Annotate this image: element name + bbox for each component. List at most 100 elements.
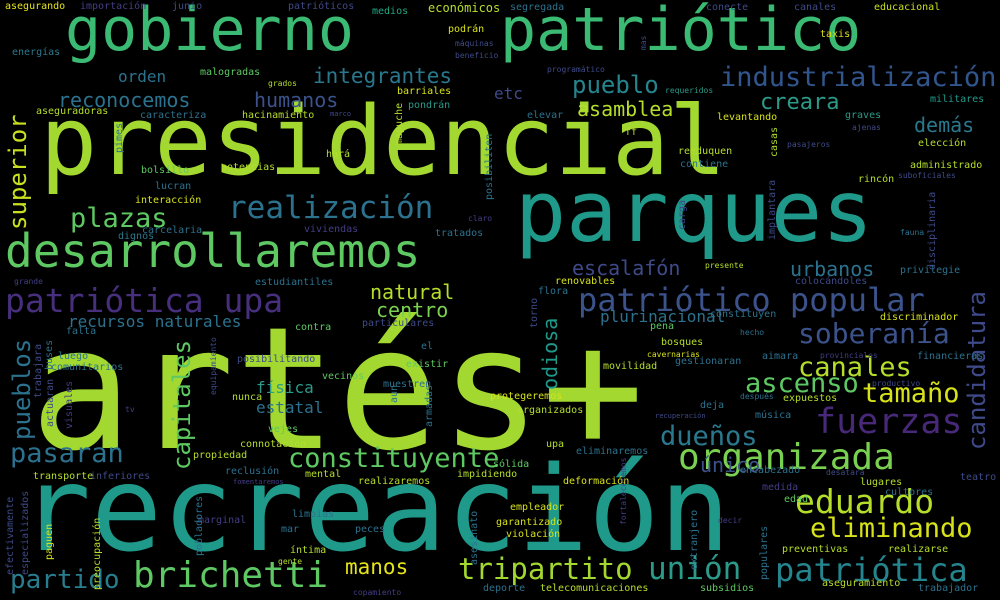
word-educacional: educacional <box>874 2 941 13</box>
word-etc: etc <box>494 84 523 103</box>
word-pimes: pimes <box>114 122 125 153</box>
word-pondran: pondrán <box>408 100 451 111</box>
word-manos: manos <box>345 555 409 579</box>
word-viviendas: viviendas <box>304 224 359 235</box>
word-odiosa: odiosa <box>538 317 562 390</box>
word-mar: mar <box>281 524 300 535</box>
word-organizada: organizada <box>678 437 895 478</box>
word-ff: ff <box>625 127 638 138</box>
word-actuaran: actuaran <box>45 378 56 427</box>
word-colocandoles: colocándoles <box>795 276 868 287</box>
word-visuales: visuales <box>64 380 75 429</box>
word-demas: demás <box>914 113 975 137</box>
word-paguen: paguen <box>44 523 55 560</box>
word-desatara: desatara <box>826 468 865 477</box>
word-graves: graves <box>845 110 882 121</box>
word-asamblea: asamblea <box>577 97 674 121</box>
word-patriotico: patriótico <box>500 0 862 65</box>
word-mapuche: mapuche <box>394 102 405 145</box>
word-asegurando: asegurando <box>5 1 66 12</box>
word-existir: existir <box>406 359 449 370</box>
word-decir: decir <box>718 516 743 525</box>
word-rincon: rincón <box>858 174 895 185</box>
word-deporte: deporte <box>483 583 526 594</box>
word-tripartito: tripartito <box>458 552 633 586</box>
word-recursos-naturales: recursos naturales <box>68 312 242 331</box>
word-levantando: levantando <box>717 112 778 123</box>
word-cultores: cultores <box>885 487 934 498</box>
word-ascenso: ascenso <box>745 368 859 399</box>
word-canales: canales <box>794 2 837 13</box>
word-trabajara: trabajara <box>33 343 44 398</box>
word-pena: pena <box>650 321 675 332</box>
word-copamiento: copamiento <box>353 588 402 597</box>
word-grados: grados <box>268 79 297 88</box>
word-musica: música <box>755 410 792 421</box>
word-gente: gente <box>278 557 303 566</box>
word-limpias: limpias <box>292 509 335 520</box>
word-interaccion: interacción <box>135 195 202 206</box>
word-torno: torno <box>529 297 540 328</box>
word-artes: artés+ <box>30 291 645 489</box>
word-equipamiento: equipamiento <box>209 337 218 395</box>
word-militares: militares <box>930 94 985 105</box>
word-populares: populares <box>759 525 770 580</box>
word-hara: hará <box>326 149 351 160</box>
word-pobladores: pobladores <box>194 495 205 556</box>
word-realizacion: realización <box>228 190 434 226</box>
word-importacion: importación <box>80 1 147 12</box>
word-aseguradoras: aseguradoras <box>36 106 109 117</box>
word-posibiliten: posibiliten <box>484 133 495 200</box>
word-economicos: económicos <box>428 1 501 15</box>
word-caracteriza: caracteriza <box>140 110 207 121</box>
word-orden: orden <box>118 67 167 86</box>
word-malogradas: malogradas <box>200 67 261 78</box>
word-renovables: renovables <box>555 276 616 287</box>
word-trabajador: trabajador <box>918 583 979 594</box>
word-inferiores: inferiores <box>90 471 151 482</box>
word-encabezado: encabezado <box>740 465 801 476</box>
word-connotacion: connotación <box>240 439 307 450</box>
word-falta: falta <box>66 326 97 337</box>
word-taxis: taxis <box>820 29 851 40</box>
word-fomentaremos: fomentaremos <box>233 478 284 486</box>
word-tamano: tamaño <box>862 378 960 409</box>
word-empleador: empleador <box>510 502 565 513</box>
word-ajenas: ajenas <box>852 123 881 132</box>
word-programatico: programático <box>547 65 605 74</box>
word-grande: grande <box>14 277 43 286</box>
word-financieras: financieras <box>917 351 984 362</box>
word-creara: creara <box>760 90 840 115</box>
word-mas: mas <box>639 35 648 50</box>
word-implantara: implantara <box>767 179 778 240</box>
word-contiene: contiene <box>680 159 729 170</box>
word-requeridos: requeridos <box>665 86 714 95</box>
word-fortaleceremos: fortaleceremos <box>619 457 628 525</box>
word-reclusion: reclusión <box>225 466 280 477</box>
word-natural: natural <box>370 280 455 304</box>
word-posibilitando: posibilitando <box>237 354 316 365</box>
word-discriminador: discriminador <box>880 312 959 323</box>
word-claro: claro <box>468 214 493 223</box>
word-eduardo: eduardo <box>795 482 935 521</box>
word-segregada: segregada <box>510 2 565 13</box>
word-aseguramiento: aseguramiento <box>822 578 901 589</box>
word-carcelaria: carcelaria <box>142 225 203 236</box>
word-humanos: humanos <box>254 88 339 112</box>
word-organizados: organizados <box>517 405 584 416</box>
word-patriotica-upa: patriótica upa <box>5 281 284 320</box>
word-soberania: soberanía <box>798 317 950 350</box>
word-urbanos: urbanos <box>790 257 875 281</box>
word-podran: podrán <box>448 24 485 35</box>
word-muestren: muestren <box>383 379 432 390</box>
word-presente: presente <box>705 261 744 270</box>
word-lugares: lugares <box>860 477 903 488</box>
word-suboficiales: suboficiales <box>898 171 956 180</box>
word-capitales: capitales <box>168 339 196 470</box>
word-asesinato: asesinato <box>469 510 480 565</box>
word-deja: deja <box>700 400 725 411</box>
word-propiedad: propiedad <box>193 450 248 461</box>
word-desarrollaremos: desarrollaremos <box>5 224 421 278</box>
word-privilegie: privilegie <box>900 265 961 276</box>
